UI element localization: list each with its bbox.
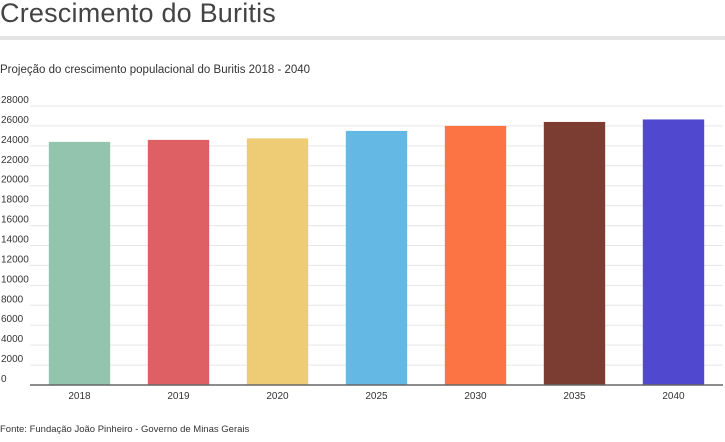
y-tick-label: 24000 <box>1 135 29 146</box>
y-tick-label: 12000 <box>1 254 29 265</box>
x-tick-label: 2020 <box>266 391 289 402</box>
x-axis-labels: 2018 2019 2020 2025 2030 2035 2040 <box>68 391 685 402</box>
y-tick-label: 20000 <box>1 175 29 186</box>
x-tick-label: 2018 <box>68 391 91 402</box>
y-tick-label: 28000 <box>1 95 29 106</box>
bar-chart: 0 2000 4000 6000 8000 10000 12000 14000 16000 180… <box>1 95 723 402</box>
x-tick-label: 2019 <box>167 391 190 402</box>
x-tick-label: 2030 <box>464 391 487 402</box>
bar-2025 <box>345 130 408 385</box>
y-tick-label: 8000 <box>1 294 24 305</box>
bar-2020 <box>246 138 309 385</box>
y-tick-label: 0 <box>1 374 7 385</box>
chart-subtitle: Projeção do crescimento populacional do … <box>0 64 311 76</box>
x-tick-label: 2035 <box>563 391 586 402</box>
y-tick-label: 14000 <box>1 235 29 246</box>
y-tick-label: 22000 <box>1 155 29 166</box>
bars <box>48 119 705 385</box>
y-axis-ticks: 0 2000 4000 6000 8000 10000 12000 14000 16000 180… <box>1 95 29 385</box>
y-tick-label: 16000 <box>1 215 29 226</box>
bar-2030 <box>444 125 507 385</box>
chart-title: Crescimento do Buritis <box>0 0 276 28</box>
y-tick-label: 26000 <box>1 115 29 126</box>
y-tick-label: 18000 <box>1 195 29 206</box>
y-tick-label: 4000 <box>1 334 24 345</box>
bar-2035 <box>543 121 606 385</box>
bar-2018 <box>48 141 111 385</box>
y-tick-label: 6000 <box>1 314 24 325</box>
x-tick-label: 2040 <box>662 391 685 402</box>
y-tick-label: 10000 <box>1 274 29 285</box>
bar-2019 <box>147 139 210 385</box>
bar-2040 <box>642 119 705 385</box>
y-tick-label: 2000 <box>1 354 24 365</box>
title-divider <box>0 36 725 40</box>
source-note: Fonte: Fundação João Pinheiro - Governo … <box>0 424 250 435</box>
x-tick-label: 2025 <box>365 391 388 402</box>
